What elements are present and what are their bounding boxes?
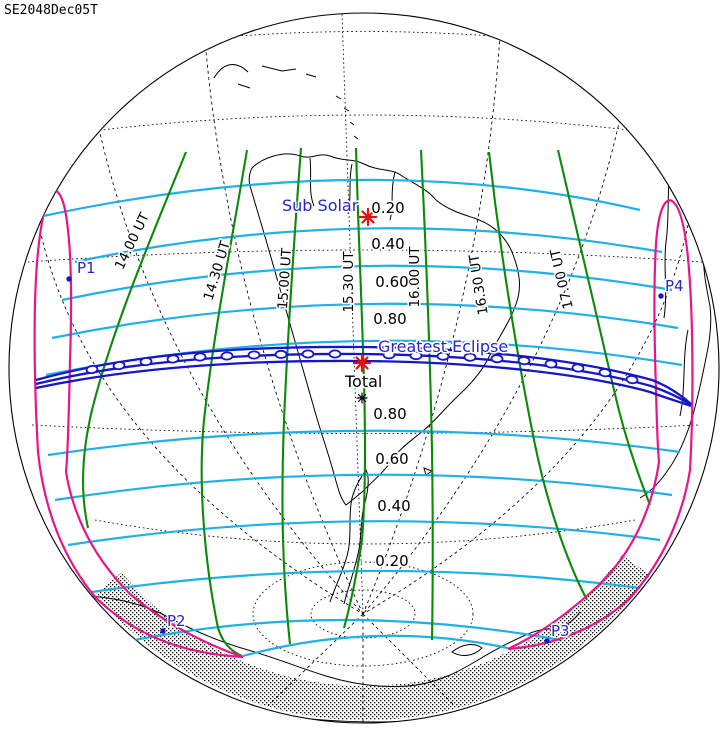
ut-lines [82,147,651,657]
ut-label-1500: 15.00 UT [275,247,295,310]
p1-point [66,276,72,282]
magnitude-label-060-lower: 0.60 [375,450,408,468]
ut-label-1600: 16.00 UT [407,246,423,308]
ut-label-1530: 15.30 UT [341,251,357,313]
greatest-eclipse-label: Greatest Eclipse [378,337,508,356]
sub-solar-marker-icon [358,207,378,227]
p4-label: P4 [665,277,684,295]
magnitude-label-020-upper: 0.20 [371,199,404,217]
map-labels: Sub Solar Greatest Eclipse Total P1 P2 P… [75,194,685,641]
hatched-land-top-left [161,36,207,52]
hatched-land-top-right [591,35,631,49]
stipple-band [95,555,650,721]
globe-limb [8,12,720,724]
magnitude-label-040-upper: 0.40 [371,235,404,253]
ut-label-1430: 14.30 UT [201,239,234,303]
magnitude-label-040-lower: 0.40 [377,497,410,515]
umbra-outlines [85,349,639,385]
path-of-totality [35,345,692,408]
magnitude-label-080-lower: 0.80 [373,405,406,423]
map-title: SE2048Dec05T [4,3,98,18]
p1-label: P1 [77,259,96,277]
sub-solar-label: Sub Solar [282,196,359,215]
p3-point [544,638,550,644]
p3-label: P3 [551,622,570,640]
ut-label-1700: 17.00 UT [547,247,576,311]
magnitude-label-060-upper: 0.60 [375,273,408,291]
ut-label-1400: 14.00 UT [112,210,153,273]
p2-label: P2 [167,612,186,630]
greatest-eclipse-marker-icon [352,353,372,373]
total-symbol-icon [356,392,368,404]
magnitude-label-020-lower: 0.20 [375,552,408,570]
p4-point [658,293,664,299]
magnitude-label-080-upper: 0.80 [373,310,406,328]
p2-point [160,628,166,634]
total-label: Total [344,372,382,391]
